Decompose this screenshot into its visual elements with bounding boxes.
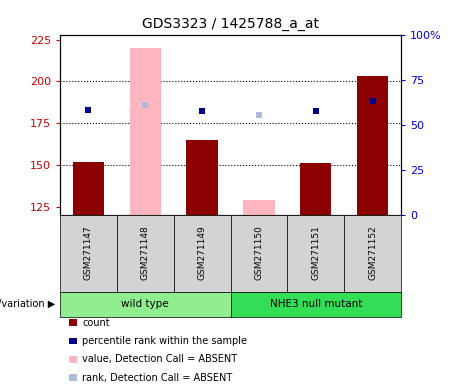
Bar	[130, 48, 161, 215]
Text: wild type: wild type	[121, 299, 169, 310]
Text: GSM271150: GSM271150	[254, 225, 263, 280]
Text: value, Detection Call = ABSENT: value, Detection Call = ABSENT	[82, 354, 237, 364]
Bar	[73, 162, 104, 215]
Bar	[243, 200, 275, 215]
Text: rank, Detection Call = ABSENT: rank, Detection Call = ABSENT	[82, 373, 232, 383]
Text: GSM271151: GSM271151	[311, 225, 320, 280]
Bar	[186, 140, 218, 215]
Text: count: count	[82, 318, 110, 328]
Text: GSM271149: GSM271149	[198, 225, 207, 280]
Text: GSM271152: GSM271152	[368, 225, 377, 280]
Title: GDS3323 / 1425788_a_at: GDS3323 / 1425788_a_at	[142, 17, 319, 31]
Text: percentile rank within the sample: percentile rank within the sample	[82, 336, 247, 346]
Text: GSM271147: GSM271147	[84, 225, 93, 280]
Bar	[300, 163, 331, 215]
Text: genotype/variation ▶: genotype/variation ▶	[0, 299, 55, 310]
Bar	[357, 76, 388, 215]
Text: NHE3 null mutant: NHE3 null mutant	[270, 299, 362, 310]
Text: GSM271148: GSM271148	[141, 225, 150, 280]
